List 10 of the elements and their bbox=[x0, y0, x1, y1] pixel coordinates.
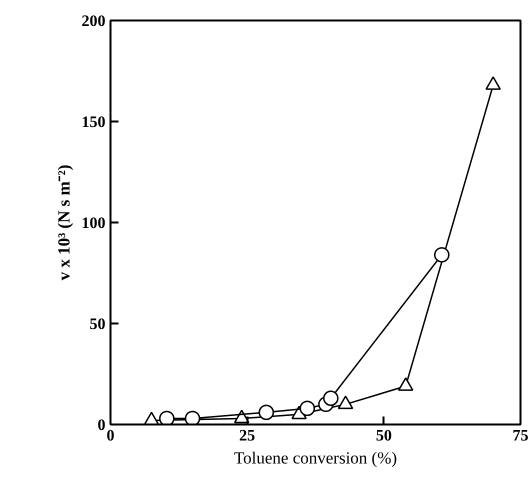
y-axis-title: v x 10³ (N s m⁻²) bbox=[54, 164, 74, 280]
x-tick-label: 50 bbox=[376, 428, 392, 444]
y-tick-label: 0 bbox=[98, 417, 106, 434]
y-tick-label: 50 bbox=[90, 316, 106, 333]
x-tick-label: 25 bbox=[239, 428, 256, 444]
x-tick-label: 75 bbox=[512, 428, 528, 444]
y-tick-label: 200 bbox=[82, 13, 106, 30]
y-tick-label: 100 bbox=[82, 215, 106, 232]
y-tick-label: 150 bbox=[82, 114, 106, 131]
x-axis-title: Toluene conversion (%) bbox=[234, 448, 398, 468]
